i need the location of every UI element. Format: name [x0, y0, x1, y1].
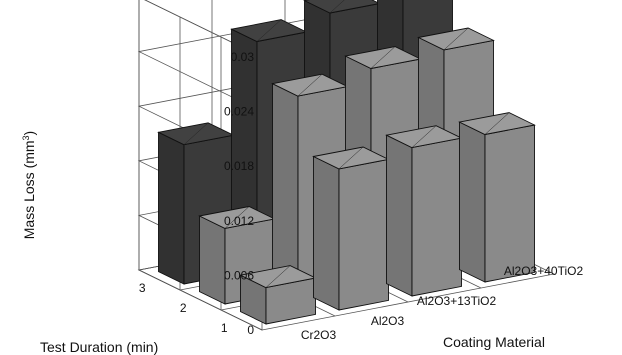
bar-top-diagonal [329, 0, 345, 14]
bar-top-diagonal [256, 19, 282, 42]
bar [312, 146, 390, 311]
x-tick-label: Al2O3 [371, 314, 405, 328]
bar-side-face [459, 121, 486, 283]
z-tick-label: 1 [221, 321, 228, 335]
y-tick-label: 0 [247, 323, 254, 337]
y-axis-title-end: ) [21, 131, 37, 136]
bar-top-diagonal [183, 122, 209, 145]
bar-side-face [313, 155, 340, 311]
bar-top-diagonal [224, 206, 250, 229]
bar-top-diagonal [370, 46, 396, 69]
bar [157, 122, 235, 285]
bar-top-diagonal [411, 125, 437, 148]
y-tick-label: 0.006 [224, 268, 254, 282]
chart-tick-labels: 0 0.006 0.012 0.018 0.024 0.03 Cr2O3 Al2O3 Al2O3… [139, 50, 584, 342]
x-axis-title: Coating Material [443, 334, 545, 350]
bar-side-face [199, 215, 226, 305]
x-tick-label: Al2O3+40TiO2 [504, 264, 584, 278]
bar-side-face [386, 134, 413, 297]
x-tick-label: Cr2O3 [301, 328, 337, 342]
bar-top-diagonal [297, 74, 323, 97]
chart-bars [157, 0, 536, 325]
bar-top-diagonal [484, 112, 510, 135]
bar [458, 112, 536, 283]
bar-side-face [158, 131, 185, 285]
bar-top-diagonal [265, 265, 291, 288]
y-axis-title-sup: 3 [21, 135, 31, 140]
bar-side-face [272, 82, 299, 291]
bar-front-face [338, 158, 389, 311]
bar-top-face [303, 0, 381, 14]
bar [239, 265, 317, 325]
bar-front-face [484, 124, 535, 283]
bar-top-diagonal [443, 27, 469, 51]
z-tick-label: 2 [180, 301, 187, 315]
bar [385, 125, 463, 297]
y-tick-label: 0.03 [231, 50, 255, 64]
bar-top-diagonal [338, 146, 364, 170]
z-tick-label: 3 [139, 281, 146, 295]
y-axis-title: Mass Loss (mm3) [21, 131, 37, 239]
bar-front-face [411, 137, 462, 297]
y-tick-label: 0.012 [224, 214, 254, 228]
x-tick-label: Al2O3+13TiO2 [417, 294, 497, 308]
y-axis-title-main: Mass Loss (mm [21, 140, 37, 239]
y-tick-label: 0.024 [224, 105, 254, 119]
z-axis-title: Test Duration (min) [40, 339, 158, 355]
y-tick-label: 0.018 [224, 159, 254, 173]
